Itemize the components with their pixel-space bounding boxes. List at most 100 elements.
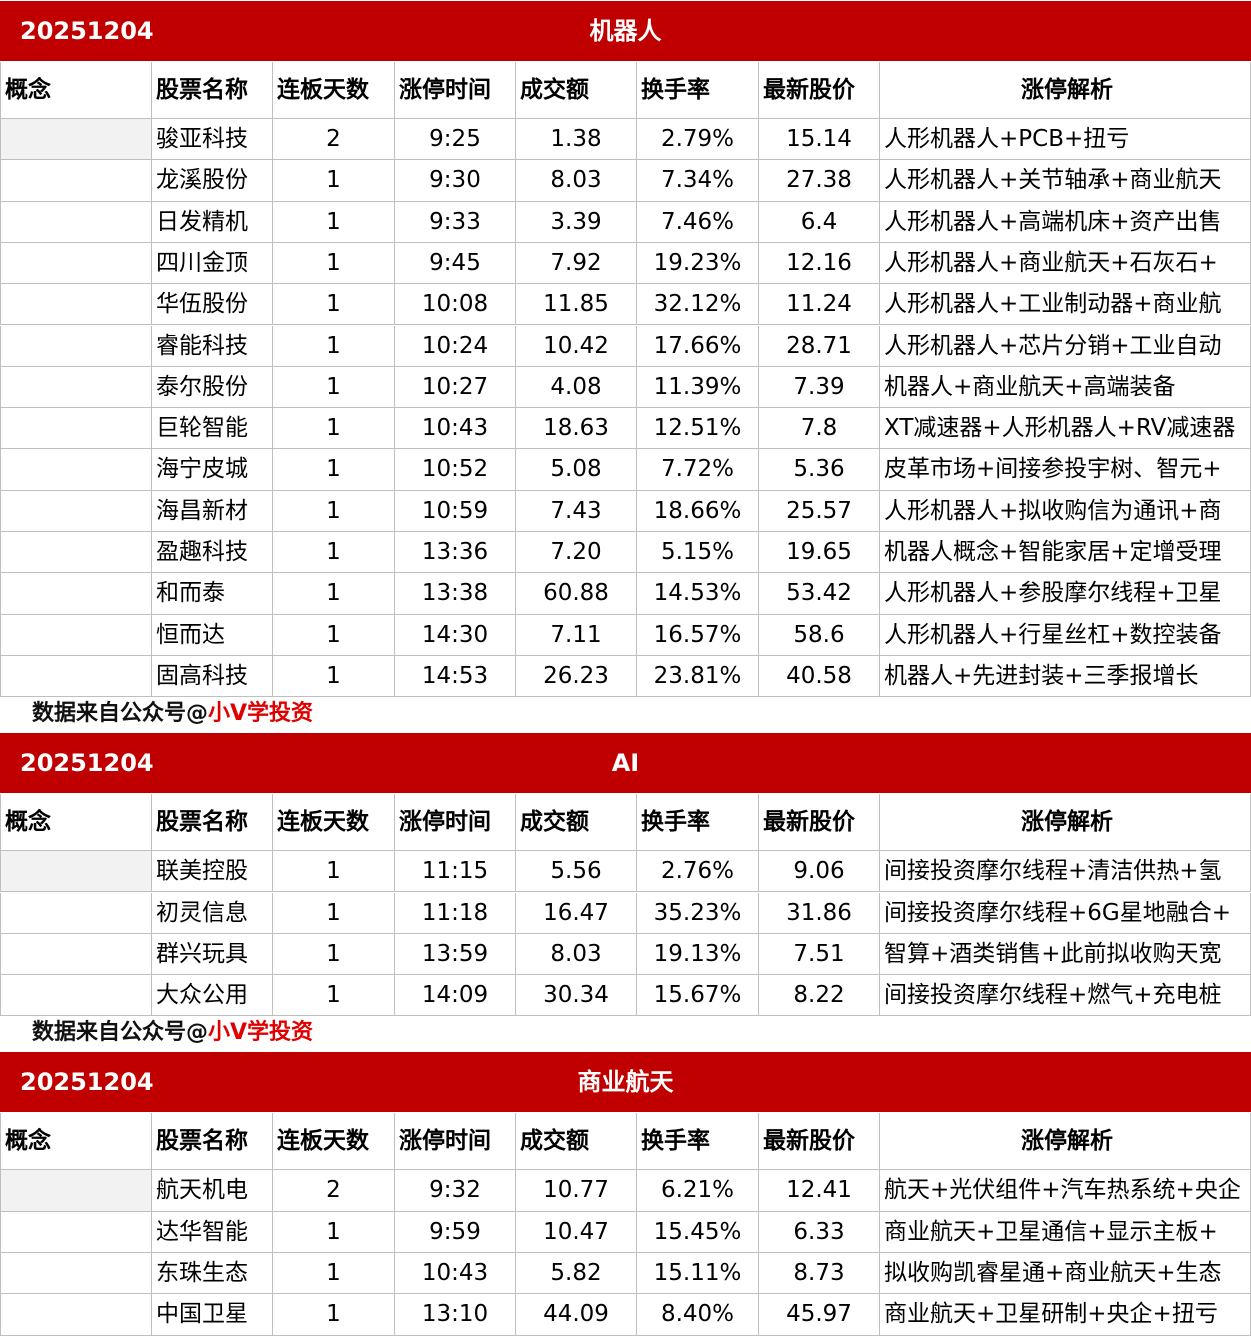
concept-cell (0, 160, 152, 202)
column-header: 涨停时间 (395, 1113, 516, 1171)
table-cell: 2 (273, 1170, 395, 1212)
table-cell: 机器人+先进封装+三季报增长 (880, 655, 1251, 698)
table-cell: 9:59 (395, 1211, 516, 1253)
table-cell: 中国卫星 (152, 1294, 273, 1336)
concept-cell (0, 366, 152, 409)
concept-cell (0, 933, 152, 976)
table-cell: 11.85 (516, 284, 637, 326)
table-cell: 固高科技 (152, 655, 273, 698)
table-cell: 5.08 (516, 449, 637, 491)
table-cell: 1 (273, 573, 395, 615)
table-cell: 18.66% (637, 490, 759, 532)
concept-cell (0, 851, 152, 893)
table-cell: 13:36 (395, 532, 516, 574)
table-cell: 14.53% (637, 573, 759, 615)
source-note: 数据来自公众号@小V学投资 (32, 1016, 313, 1050)
concept-cell (0, 242, 152, 285)
table-cell: 2.79% (637, 119, 759, 161)
table-cell: 14:09 (395, 975, 516, 1017)
table-cell: 28.71 (759, 325, 880, 367)
table-cell: 东珠生态 (152, 1253, 273, 1295)
table-cell: 10.77 (516, 1170, 637, 1212)
table-cell: 8.03 (516, 160, 637, 202)
table-cell: 人形机器人+高端机床+资产出售 (880, 201, 1251, 243)
table-cell: 拟收购凯睿星通+商业航天+生态 (880, 1253, 1251, 1295)
concept-cell (0, 614, 152, 656)
concept-cell (0, 119, 152, 161)
table-cell: 12.16 (759, 242, 880, 285)
table-cell: 10.47 (516, 1211, 637, 1253)
table-cell: 10:08 (395, 284, 516, 326)
table-cell: 1 (273, 1294, 395, 1336)
table-cell: 19.65 (759, 532, 880, 574)
column-header: 换手率 (637, 794, 759, 852)
table-cell: 机器人+商业航天+高端装备 (880, 366, 1251, 409)
table-cell: 初灵信息 (152, 892, 273, 934)
table-cell: 人形机器人+PCB+扭亏 (880, 119, 1251, 161)
table-cell: 45.97 (759, 1294, 880, 1336)
table-cell: 16.47 (516, 892, 637, 934)
table-cell: 航天机电 (152, 1170, 273, 1212)
table-cell: 1 (273, 532, 395, 574)
date: 20251204 (20, 749, 154, 778)
concept-cell (0, 573, 152, 615)
section-title-bar: 20251204 商业航天 (0, 1051, 1251, 1114)
column-header: 涨停解析 (880, 62, 1251, 119)
table-cell: 商业航天+卫星研制+央企+扭亏 (880, 1294, 1251, 1336)
table-cell: 25.57 (759, 490, 880, 532)
table-cell: 皮革市场+间接参投宇树、智元+ (880, 449, 1251, 491)
concept-cell (0, 325, 152, 367)
concept-cell (0, 1294, 152, 1336)
section-title: 商业航天 (577, 1068, 674, 1097)
column-header: 概念 (0, 794, 152, 852)
section-title: 机器人 (589, 17, 662, 45)
table-cell: 15.14 (759, 119, 880, 161)
table-cell: 机器人概念+智能家居+定增受理 (880, 532, 1251, 574)
table-cell: 6.33 (759, 1211, 880, 1253)
table-cell: 11:15 (395, 851, 516, 893)
table-cell: 人形机器人+参股摩尔线程+卫星 (880, 573, 1251, 615)
table-cell: 商业航天+卫星通信+显示主板+ (880, 1211, 1251, 1253)
date: 20251204 (20, 1068, 154, 1097)
table-cell: 人形机器人+工业制动器+商业航 (880, 284, 1251, 326)
table-cell: 9:30 (395, 160, 516, 202)
table-cell: 5.15% (637, 532, 759, 574)
table-cell: 53.42 (759, 573, 880, 615)
table-cell: 35.23% (637, 892, 759, 934)
table-cell: 5.36 (759, 449, 880, 491)
concept-cell (0, 655, 152, 698)
column-header: 成交额 (516, 1113, 637, 1171)
concept-cell (0, 490, 152, 532)
column-header: 换手率 (637, 1113, 759, 1171)
note-highlight: 小V学投资 (208, 1020, 314, 1046)
note-prefix: 数据来自公众号@ (32, 1020, 209, 1046)
table-cell: 9:25 (395, 119, 516, 161)
table-cell: 泰尔股份 (152, 366, 273, 409)
table-cell: 2 (273, 119, 395, 161)
section-title-bar: 20251204 机器人 (0, 0, 1251, 62)
table-cell: 1 (273, 284, 395, 326)
table-cell: 5.56 (516, 851, 637, 893)
table-cell: 17.66% (637, 325, 759, 367)
table-cell: 9:45 (395, 242, 516, 285)
column-header: 股票名称 (152, 62, 273, 119)
table-cell: 骏亚科技 (152, 119, 273, 161)
table-cell: 7.39 (759, 366, 880, 409)
column-header: 涨停时间 (395, 794, 516, 852)
table-cell: 12.41 (759, 1170, 880, 1212)
table-cell: 31.86 (759, 892, 880, 934)
table-cell: 7.92 (516, 242, 637, 285)
table-cell: 16.57% (637, 614, 759, 656)
table-cell: 9:33 (395, 201, 516, 243)
table-cell: 四川金顶 (152, 242, 273, 285)
table-cell: 联美控股 (152, 851, 273, 893)
column-header: 最新股价 (759, 794, 880, 852)
concept-cell (0, 449, 152, 491)
table-cell: 航天+光伏组件+汽车热系统+央企 (880, 1170, 1251, 1212)
column-header: 连板天数 (273, 794, 395, 852)
table-cell: 44.09 (516, 1294, 637, 1336)
column-header: 连板天数 (273, 1113, 395, 1171)
concept-cell (0, 1253, 152, 1295)
table-cell: 1.38 (516, 119, 637, 161)
column-header: 换手率 (637, 62, 759, 119)
